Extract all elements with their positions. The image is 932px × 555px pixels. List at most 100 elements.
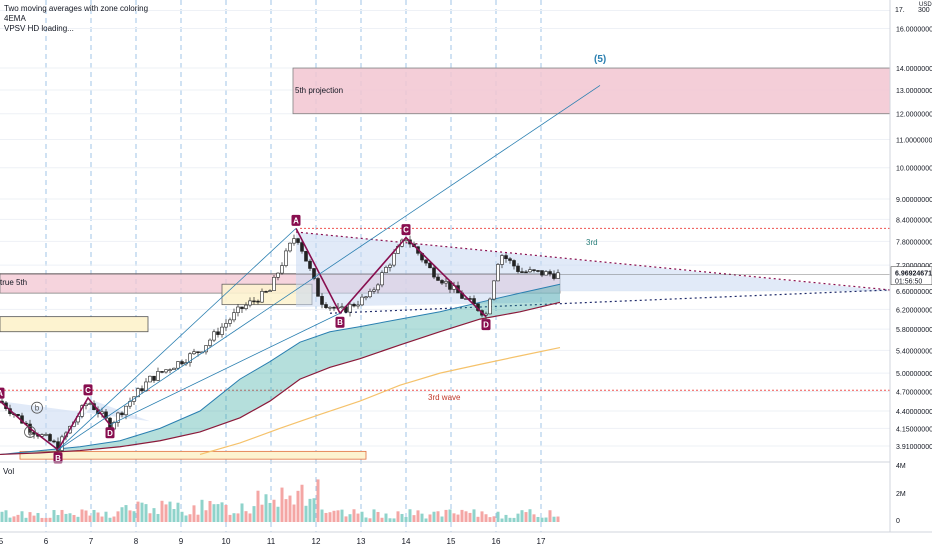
candle-body	[316, 278, 320, 297]
x-tick-label: 9	[179, 537, 184, 546]
volume-bar	[328, 512, 332, 522]
channel-line-1	[57, 228, 297, 451]
candle-body	[212, 331, 216, 341]
volume-bar	[528, 509, 532, 522]
volume-bar	[236, 513, 240, 522]
volume-bar	[296, 490, 300, 522]
volume-bar	[264, 494, 268, 522]
volume-bar	[380, 517, 384, 522]
volume-bar	[468, 512, 472, 522]
volume-bar	[128, 510, 132, 522]
volume-bar	[396, 511, 400, 522]
volume-bar	[208, 500, 212, 522]
candle-body	[540, 270, 544, 276]
candle-body	[252, 300, 256, 303]
volume-bar	[524, 512, 528, 522]
volume-bar	[200, 499, 204, 522]
candle-body	[356, 304, 360, 307]
candle-body	[152, 375, 156, 381]
volume-bar	[180, 511, 184, 522]
price-tick-label: 13.00000000	[896, 88, 932, 95]
triangle-zone	[296, 232, 890, 308]
volume-bar	[64, 513, 68, 522]
volume-bar	[548, 510, 552, 522]
candle-body	[348, 303, 352, 313]
ema-fast-line	[0, 283, 561, 455]
projection-zone-label: 5th projection	[295, 86, 343, 95]
yellow-zone-left	[0, 316, 149, 333]
volume-bar	[160, 500, 164, 522]
volume-bar	[192, 505, 196, 522]
volume-bar	[16, 514, 20, 522]
volume-bar	[332, 510, 336, 522]
candle-body	[328, 306, 332, 309]
candle-body	[432, 267, 436, 278]
volume-bar	[156, 513, 160, 522]
x-tick-label: 10	[222, 537, 231, 546]
pattern-marker-label: a	[28, 428, 33, 437]
x-tick-label: 16	[492, 537, 501, 546]
volume-bar	[220, 502, 224, 522]
volume-bar	[124, 505, 128, 522]
candle-body	[248, 300, 252, 306]
x-tick-label: 15	[447, 537, 456, 546]
volume-bar	[356, 513, 360, 522]
volume-bar	[292, 504, 296, 522]
volume-bar	[300, 484, 304, 522]
volume-bar	[368, 518, 372, 522]
price-tick-label: 16.00000000	[896, 26, 932, 33]
true5th-zone-label: true 5th	[0, 278, 27, 287]
candle-body	[528, 269, 532, 273]
yellow-zone-bottom	[19, 450, 367, 460]
volume-bar	[4, 510, 8, 522]
legend-ema-indicator[interactable]: 4EMA	[4, 14, 26, 23]
volume-bar	[544, 517, 548, 522]
volume-bar	[132, 511, 136, 522]
candle-body	[220, 326, 224, 335]
triangle-bottom-line	[329, 289, 891, 314]
volume-bar	[80, 509, 84, 522]
volume-bar	[268, 502, 272, 522]
volume-bar	[172, 508, 176, 522]
candle-body	[88, 403, 92, 405]
candle-body	[188, 353, 192, 363]
pattern-marker-box	[83, 384, 93, 396]
legend-vpsv-indicator[interactable]: VPSV HD loading...	[4, 24, 74, 33]
candle-body	[176, 361, 180, 369]
volume-tick-label: 0	[896, 518, 900, 525]
volume-bar	[308, 498, 312, 522]
volume-bar	[56, 515, 60, 522]
volume-bar	[252, 506, 256, 522]
candle-body	[376, 284, 380, 291]
volume-bar	[508, 517, 512, 522]
price-axis-top-label: 17.	[895, 7, 905, 14]
candle-body	[140, 388, 144, 392]
pattern-marker-box	[291, 214, 301, 226]
legend-ma-indicator[interactable]: Two moving averages with zone coloring	[4, 4, 149, 13]
volume-bar	[504, 514, 508, 522]
third-level-label: 3rd	[586, 238, 598, 247]
price-tick-label: 5.00000000	[896, 371, 932, 378]
pattern-layer: Aa b B C D A B C D	[0, 85, 601, 464]
currency-label: USD	[919, 2, 932, 8]
ema-ribbon	[0, 284, 560, 455]
price-tick-label: 14.00000000	[896, 66, 932, 73]
x-tick-label: 14	[402, 537, 411, 546]
volume-bar	[512, 517, 516, 522]
volume-bar	[24, 517, 28, 522]
volume-bar	[556, 516, 560, 522]
volume-bar	[40, 517, 44, 522]
volume-bar	[432, 511, 436, 522]
volume-bar	[348, 514, 352, 522]
candle-body	[232, 312, 236, 321]
candle-body	[436, 276, 440, 281]
channel-line-2	[109, 312, 341, 426]
volume-bar	[148, 513, 152, 522]
candle-body	[304, 250, 308, 262]
volume-bar	[216, 504, 220, 522]
candle-body	[156, 371, 160, 381]
pattern-marker-label: D	[483, 321, 489, 330]
volume-bar	[288, 495, 292, 522]
volume-bar	[552, 516, 556, 522]
